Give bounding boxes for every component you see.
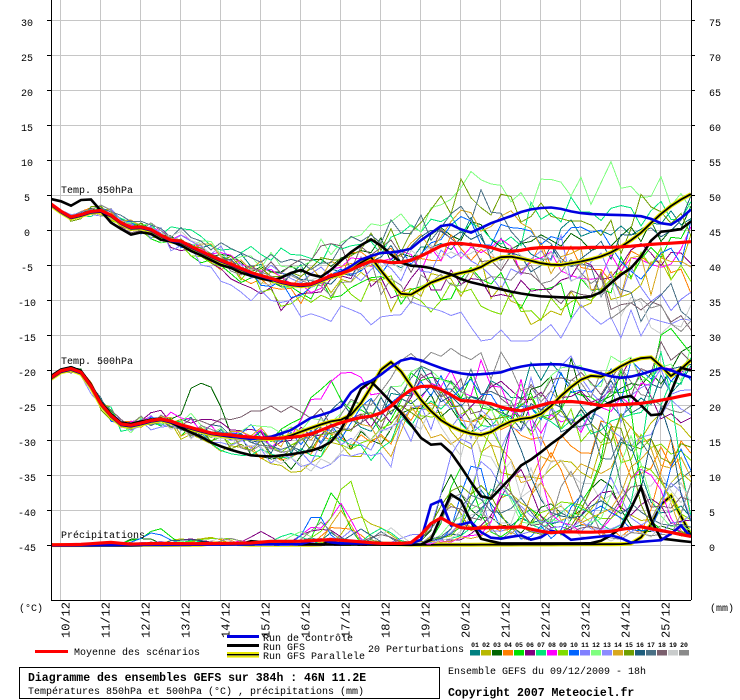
svg-text:15: 15 xyxy=(709,439,721,450)
svg-text:24/12: 24/12 xyxy=(620,602,634,638)
svg-text:-10: -10 xyxy=(18,299,36,310)
svg-text:13/12: 13/12 xyxy=(180,602,194,638)
svg-text:0: 0 xyxy=(24,229,30,240)
svg-text:14/12: 14/12 xyxy=(220,602,234,638)
svg-text:Températures 850hPa et 500hPa: Températures 850hPa et 500hPa (°C) , pré… xyxy=(28,686,364,698)
svg-text:02: 02 xyxy=(482,642,490,649)
svg-text:18/12: 18/12 xyxy=(380,602,394,638)
svg-text:Moyenne des scénarios: Moyenne des scénarios xyxy=(74,647,200,659)
svg-text:Temp. 850hPa: Temp. 850hPa xyxy=(61,185,133,197)
svg-text:03: 03 xyxy=(493,642,501,649)
svg-text:17/12: 17/12 xyxy=(340,602,354,638)
svg-text:Diagramme des ensembles GEFS s: Diagramme des ensembles GEFS sur 384h : … xyxy=(28,672,366,685)
svg-text:20/12: 20/12 xyxy=(460,602,474,638)
svg-text:10: 10 xyxy=(21,159,33,170)
svg-text:18: 18 xyxy=(658,642,666,649)
svg-text:-40: -40 xyxy=(18,509,36,520)
svg-text:35: 35 xyxy=(709,299,721,310)
svg-text:-45: -45 xyxy=(18,544,36,555)
svg-text:08: 08 xyxy=(548,642,556,649)
svg-text:22/12: 22/12 xyxy=(540,602,554,638)
svg-text:Ensemble GEFS du 09/12/2009 -: Ensemble GEFS du 09/12/2009 - 18h xyxy=(448,666,646,678)
svg-text:13: 13 xyxy=(603,642,611,649)
svg-text:16: 16 xyxy=(636,642,644,649)
svg-text:06: 06 xyxy=(526,642,534,649)
svg-text:Copyright 2007 Meteociel.fr: Copyright 2007 Meteociel.fr xyxy=(448,687,634,700)
svg-text:5: 5 xyxy=(24,194,30,205)
svg-text:75: 75 xyxy=(709,19,721,30)
svg-text:-20: -20 xyxy=(18,369,36,380)
svg-text:0: 0 xyxy=(709,544,715,555)
svg-text:15/12: 15/12 xyxy=(260,602,274,638)
svg-text:10: 10 xyxy=(709,474,721,485)
svg-text:40: 40 xyxy=(709,264,721,275)
svg-text:Run GFS: Run GFS xyxy=(263,643,305,654)
svg-text:30: 30 xyxy=(21,19,33,30)
svg-text:Temp. 500hPa: Temp. 500hPa xyxy=(61,356,133,368)
svg-text:16/12: 16/12 xyxy=(300,602,314,638)
svg-text:04: 04 xyxy=(504,642,512,649)
svg-text:11: 11 xyxy=(581,642,589,649)
svg-text:19: 19 xyxy=(669,642,677,649)
svg-text:12: 12 xyxy=(592,642,600,649)
svg-text:25/12: 25/12 xyxy=(660,602,674,638)
svg-text:65: 65 xyxy=(709,89,721,100)
svg-text:55: 55 xyxy=(709,159,721,170)
svg-text:(°C): (°C) xyxy=(19,603,43,615)
svg-text:01: 01 xyxy=(471,642,479,649)
svg-text:17: 17 xyxy=(647,642,655,649)
svg-text:45: 45 xyxy=(709,229,721,240)
svg-text:20: 20 xyxy=(21,89,33,100)
svg-text:05: 05 xyxy=(515,642,523,649)
svg-text:Run de contrôle: Run de contrôle xyxy=(263,633,353,645)
svg-text:20: 20 xyxy=(709,404,721,415)
svg-text:-25: -25 xyxy=(18,404,36,415)
svg-text:(mm): (mm) xyxy=(710,603,734,615)
svg-text:5: 5 xyxy=(709,509,715,520)
svg-text:12/12: 12/12 xyxy=(140,602,154,638)
svg-text:10: 10 xyxy=(570,642,578,649)
svg-text:20 Perturbations: 20 Perturbations xyxy=(368,644,464,656)
svg-text:07: 07 xyxy=(537,642,545,649)
svg-text:15: 15 xyxy=(21,124,33,135)
svg-text:70: 70 xyxy=(709,54,721,65)
svg-text:15: 15 xyxy=(625,642,633,649)
svg-text:-5: -5 xyxy=(21,264,33,275)
svg-text:50: 50 xyxy=(709,194,721,205)
svg-text:23/12: 23/12 xyxy=(580,602,594,638)
svg-text:-30: -30 xyxy=(18,439,36,450)
svg-text:19/12: 19/12 xyxy=(420,602,434,638)
svg-text:20: 20 xyxy=(680,642,688,649)
svg-text:10/12: 10/12 xyxy=(60,602,74,638)
svg-text:30: 30 xyxy=(709,334,721,345)
svg-text:Précipitations: Précipitations xyxy=(61,530,145,542)
svg-text:-15: -15 xyxy=(18,334,36,345)
svg-text:11/12: 11/12 xyxy=(100,602,114,638)
svg-text:09: 09 xyxy=(559,642,567,649)
svg-text:-35: -35 xyxy=(18,474,36,485)
svg-text:Run GFS Parallele: Run GFS Parallele xyxy=(263,651,365,663)
svg-text:21/12: 21/12 xyxy=(500,602,514,638)
svg-text:25: 25 xyxy=(21,54,33,65)
svg-text:60: 60 xyxy=(709,124,721,135)
svg-text:25: 25 xyxy=(709,369,721,380)
svg-text:14: 14 xyxy=(614,642,622,649)
